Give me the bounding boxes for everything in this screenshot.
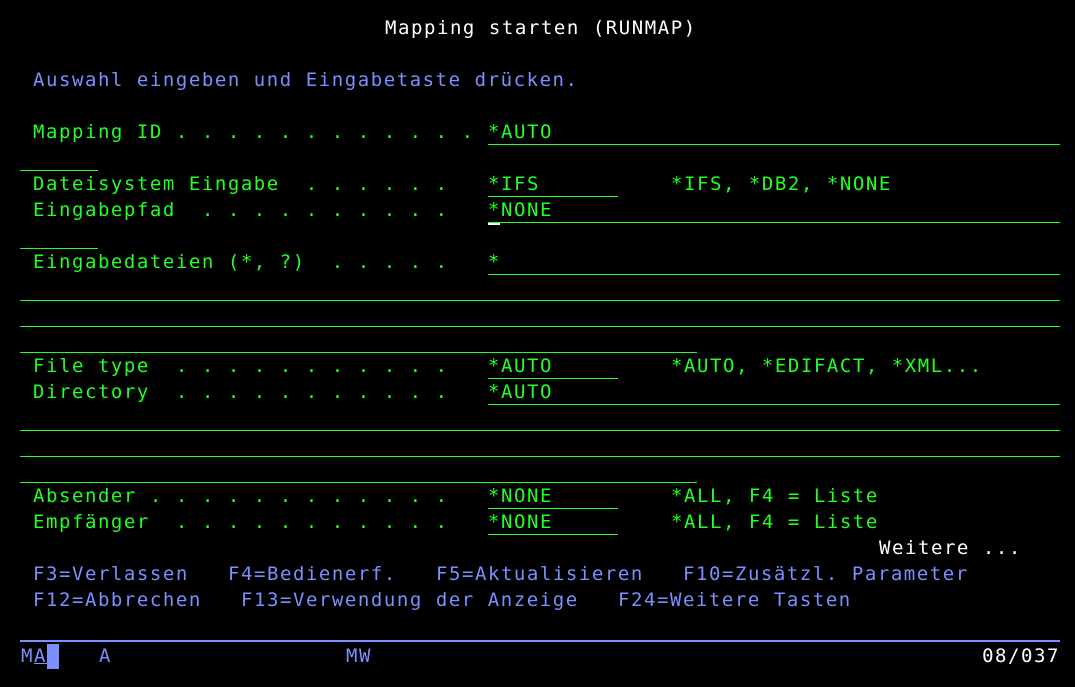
field-underline [20, 248, 98, 249]
field-underline [20, 326, 1060, 327]
fkey-f5[interactable]: F5=Aktualisieren [436, 563, 644, 585]
more-indicator: Weitere ... [879, 537, 1022, 559]
file-type-input[interactable]: *AUTO [488, 355, 553, 377]
field-underline [488, 222, 1060, 223]
directory-label: Directory . . . . . . . . . . . [33, 381, 449, 403]
absender-hint: *ALL, F4 = Liste [671, 485, 879, 507]
field-underline [20, 300, 1060, 301]
absender-input[interactable]: *NONE [488, 485, 553, 507]
field-underline [488, 196, 618, 197]
field-underline [20, 170, 98, 171]
fkey-f12[interactable]: F12=Abbrechen [33, 589, 202, 611]
field-underline [20, 352, 697, 353]
dateisystem-label: Dateisystem Eingabe . . . . . . [33, 173, 449, 195]
fkey-f4[interactable]: F4=Bedienerf. [228, 563, 397, 585]
text-cursor [488, 223, 500, 225]
status-cursor-block [47, 644, 59, 669]
screen-title: Mapping starten (RUNMAP) [385, 17, 697, 39]
fkey-f10[interactable]: F10=Zusätzl. Parameter [683, 563, 969, 585]
status-indicator: A [99, 645, 112, 667]
empfaenger-input[interactable]: *NONE [488, 511, 553, 533]
file-type-label: File type . . . . . . . . . . . [33, 355, 449, 377]
eingabedateien-input[interactable]: * [488, 251, 501, 273]
field-underline [20, 456, 1060, 457]
empfaenger-label: Empfänger . . . . . . . . . . . [33, 511, 449, 533]
status-mode: A [34, 645, 47, 667]
fkey-f24[interactable]: F24=Weitere Tasten [618, 589, 852, 611]
absender-label: Absender . . . . . . . . . . . . [33, 485, 449, 507]
eingabedateien-label: Eingabedateien (*, ?) . . . . . [33, 251, 449, 273]
status-session: M [21, 645, 34, 667]
mapping-id-input[interactable]: *AUTO [488, 121, 553, 143]
directory-input[interactable]: *AUTO [488, 381, 553, 403]
eingabepfad-input[interactable]: *NONE [488, 199, 553, 221]
field-underline [488, 378, 618, 379]
fkey-f3[interactable]: F3=Verlassen [33, 563, 189, 585]
field-underline [488, 274, 1060, 275]
field-underline [20, 482, 697, 483]
status-separator [20, 640, 1060, 642]
field-underline [488, 534, 618, 535]
empfaenger-hint: *ALL, F4 = Liste [671, 511, 879, 533]
field-underline [20, 430, 1060, 431]
eingabepfad-label: Eingabepfad . . . . . . . . . . [33, 199, 449, 221]
mapping-id-label: Mapping ID . . . . . . . . . . . . [33, 121, 475, 143]
fkey-f13[interactable]: F13=Verwendung der Anzeige [241, 589, 579, 611]
dateisystem-input[interactable]: *IFS [488, 173, 540, 195]
status-message: MW [346, 645, 372, 667]
field-underline [488, 508, 618, 509]
dateisystem-hint: *IFS, *DB2, *NONE [671, 173, 892, 195]
file-type-hint: *AUTO, *EDIFACT, *XML... [671, 355, 983, 377]
field-underline [488, 144, 1060, 145]
cursor-position: 08/037 [982, 645, 1060, 667]
field-underline [488, 404, 1060, 405]
instruction-text: Auswahl eingeben und Eingabetaste drücke… [33, 69, 579, 91]
